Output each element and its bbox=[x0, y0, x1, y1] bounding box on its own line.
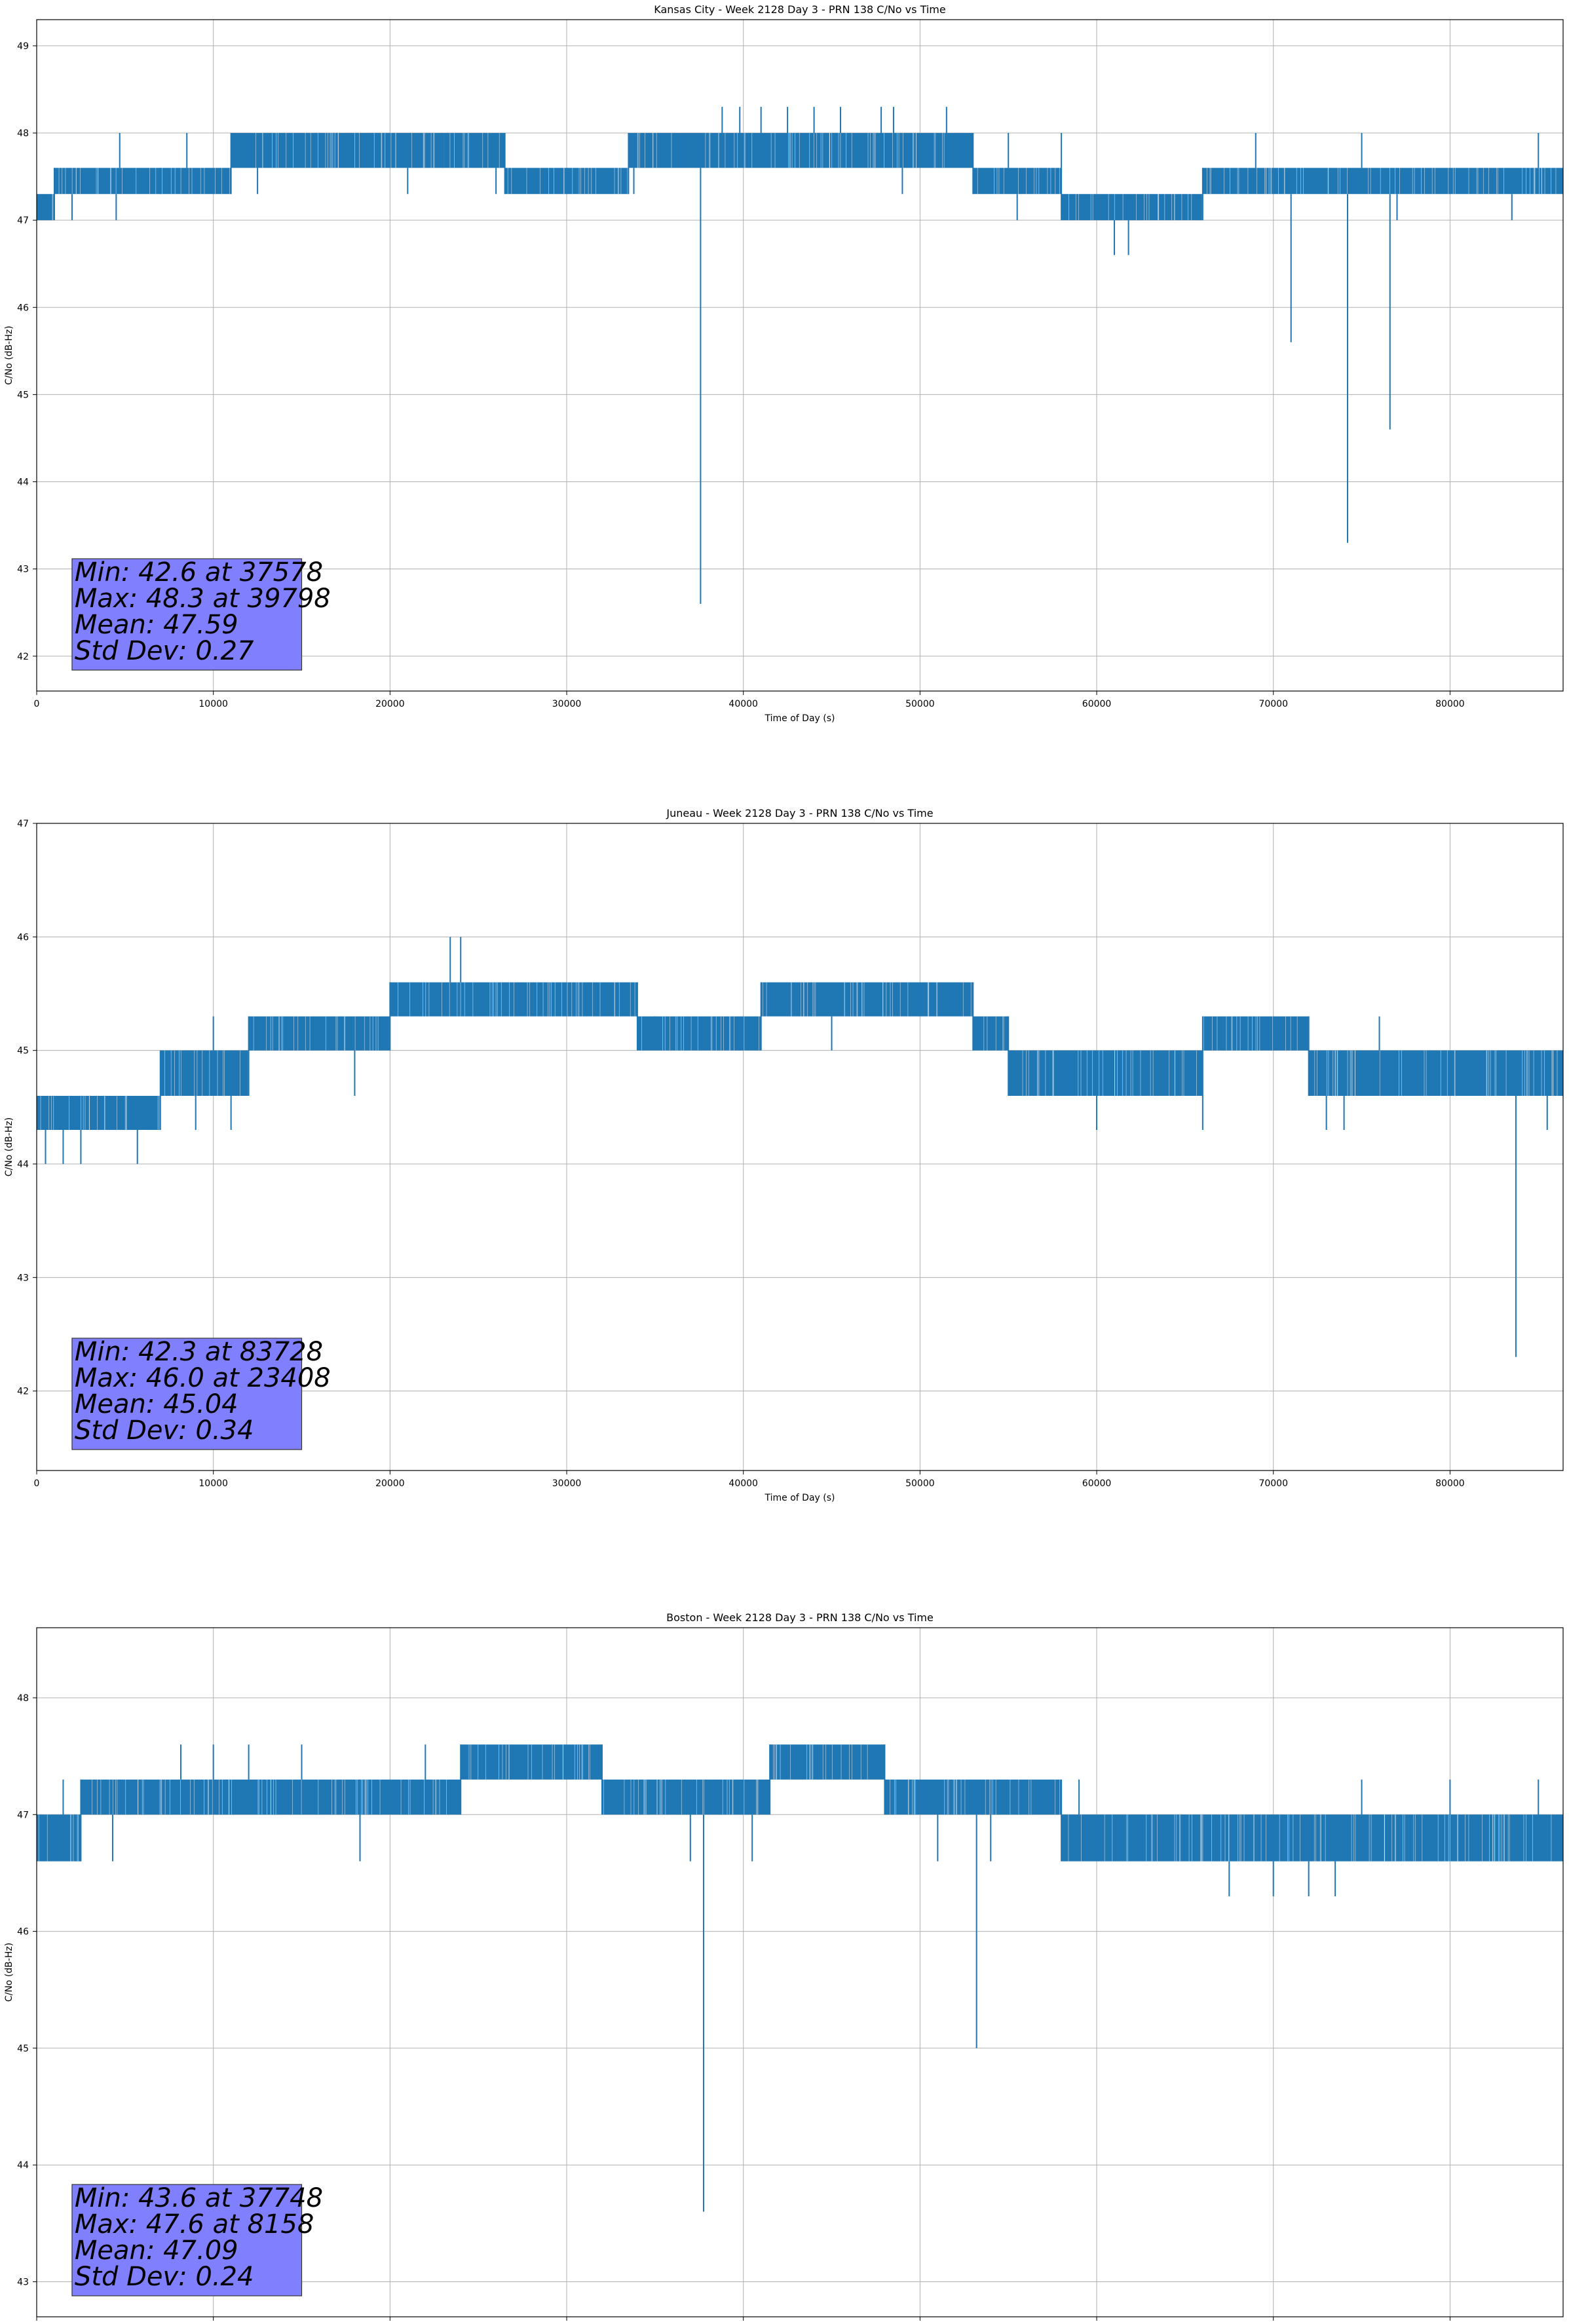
series-band bbox=[71, 1096, 161, 1130]
data-layer bbox=[37, 107, 1563, 604]
x-tick-label: 10000 bbox=[198, 1478, 228, 1489]
y-tick-label: 43 bbox=[17, 1273, 29, 1283]
stats-line: Min: 42.6 at 37578 bbox=[75, 557, 323, 588]
y-tick-label: 49 bbox=[17, 41, 29, 52]
y-tick-label: 43 bbox=[17, 565, 29, 575]
axes-frame bbox=[36, 823, 1564, 1471]
y-tick-label: 48 bbox=[17, 1693, 29, 1704]
series-band bbox=[231, 133, 444, 168]
stats-line: Max: 48.3 at 39798 bbox=[75, 584, 331, 614]
stats-box bbox=[71, 558, 303, 671]
stats-line: Std Dev: 0.27 bbox=[75, 636, 254, 666]
series-band bbox=[601, 1779, 770, 1815]
y-tick-label: 44 bbox=[17, 1159, 29, 1170]
stats-line: Std Dev: 0.24 bbox=[75, 2262, 254, 2292]
stats-line: Mean: 47.59 bbox=[75, 610, 238, 640]
y-tick-label: 44 bbox=[17, 2160, 29, 2171]
stats-line: Min: 43.6 at 37748 bbox=[75, 2183, 323, 2213]
stats-box bbox=[71, 1338, 303, 1450]
series-band bbox=[1308, 1050, 1563, 1096]
x-tick-label: 70000 bbox=[1258, 1478, 1288, 1489]
stats-line: Min: 42.3 at 83728 bbox=[75, 1337, 323, 1367]
axes-frame bbox=[36, 19, 1564, 692]
y-axis-label: C/No (dB-Hz) bbox=[4, 1117, 14, 1176]
x-tick-label: 80000 bbox=[1435, 699, 1465, 709]
y-tick-label: 47 bbox=[17, 216, 29, 226]
y-tick-label: 45 bbox=[17, 390, 29, 400]
y-tick-label: 45 bbox=[17, 2044, 29, 2054]
series-band bbox=[248, 1016, 390, 1051]
series-band bbox=[761, 982, 974, 1017]
stats-line: Max: 47.6 at 8158 bbox=[75, 2209, 314, 2240]
stats-line: Mean: 45.04 bbox=[75, 1389, 238, 1419]
y-tick-label: 43 bbox=[17, 2277, 29, 2288]
y-tick-label: 48 bbox=[17, 128, 29, 139]
series-band bbox=[1061, 194, 1203, 221]
series-band bbox=[443, 133, 505, 168]
y-tick-label: 45 bbox=[17, 1046, 29, 1057]
y-axis-label: C/No (dB-Hz) bbox=[4, 326, 14, 384]
chart-title: Kansas City - Week 2128 Day 3 - PRN 138 … bbox=[654, 3, 945, 16]
series-band bbox=[1202, 168, 1563, 195]
x-tick-label: 50000 bbox=[905, 1478, 935, 1489]
series-band bbox=[1061, 1814, 1563, 1862]
stats-line: Mean: 47.09 bbox=[75, 2236, 238, 2266]
data-layer bbox=[37, 937, 1563, 1357]
y-tick-label: 47 bbox=[17, 819, 29, 829]
x-tick-label: 30000 bbox=[552, 1478, 582, 1489]
y-tick-label: 47 bbox=[17, 1810, 29, 1820]
series-band bbox=[628, 133, 974, 168]
series-band bbox=[160, 168, 231, 195]
series-band bbox=[973, 1016, 1009, 1051]
data-layer bbox=[37, 1744, 1563, 2212]
stats-line: Max: 46.0 at 23408 bbox=[75, 1363, 331, 1393]
y-tick-label: 42 bbox=[17, 1387, 29, 1397]
y-tick-label: 46 bbox=[17, 932, 29, 943]
x-tick-label: 30000 bbox=[552, 699, 582, 709]
x-tick-label: 0 bbox=[34, 699, 40, 709]
series-band bbox=[637, 1016, 761, 1051]
x-tick-label: 80000 bbox=[1435, 1478, 1465, 1489]
chart-panel-0: 0 10000 20000 30000 40000 50000 60000 70000 8000… bbox=[4, 3, 1564, 724]
stats-line: Std Dev: 0.34 bbox=[75, 1415, 254, 1446]
y-axis-label: C/No (dB-Hz) bbox=[4, 1943, 14, 2002]
x-tick-label: 60000 bbox=[1082, 1478, 1112, 1489]
x-tick-label: 40000 bbox=[728, 1478, 758, 1489]
chart-title: Juneau - Week 2128 Day 3 - PRN 138 C/No … bbox=[666, 807, 933, 819]
chart-title: Boston - Week 2128 Day 3 - PRN 138 C/No … bbox=[666, 1611, 934, 1624]
series-band bbox=[770, 1744, 885, 1780]
series-band bbox=[884, 1779, 1062, 1815]
stats-box bbox=[71, 2184, 303, 2296]
x-axis-label: Time of Day (s) bbox=[765, 1493, 835, 1503]
series-band bbox=[1008, 1050, 1203, 1096]
x-tick-label: 60000 bbox=[1082, 699, 1112, 709]
x-tick-label: 20000 bbox=[375, 699, 405, 709]
series-band bbox=[37, 194, 54, 221]
y-tick-label: 44 bbox=[17, 478, 29, 488]
x-tick-label: 50000 bbox=[905, 699, 935, 709]
series-band bbox=[37, 1814, 81, 1862]
x-axis-label: Time of Day (s) bbox=[765, 713, 835, 724]
x-tick-label: 0 bbox=[34, 1478, 40, 1489]
axes-frame bbox=[36, 1627, 1564, 2317]
y-tick-label: 42 bbox=[17, 652, 29, 662]
series-band bbox=[37, 1096, 72, 1130]
x-tick-label: 10000 bbox=[198, 699, 228, 709]
y-tick-label: 46 bbox=[17, 1927, 29, 1938]
y-tick-label: 46 bbox=[17, 303, 29, 313]
chart-panel-2: 0100002000030000400005000060000700008000… bbox=[4, 1611, 1564, 2321]
chart-panel-1: 0 10000 20000 30000 40000 50000 60000 70000 8000… bbox=[4, 807, 1564, 1503]
series-band bbox=[160, 1050, 249, 1096]
series-band bbox=[973, 168, 1062, 195]
x-tick-label: 70000 bbox=[1258, 699, 1288, 709]
x-tick-label: 40000 bbox=[728, 699, 758, 709]
x-tick-label: 20000 bbox=[375, 1478, 405, 1489]
series-band bbox=[54, 168, 161, 195]
